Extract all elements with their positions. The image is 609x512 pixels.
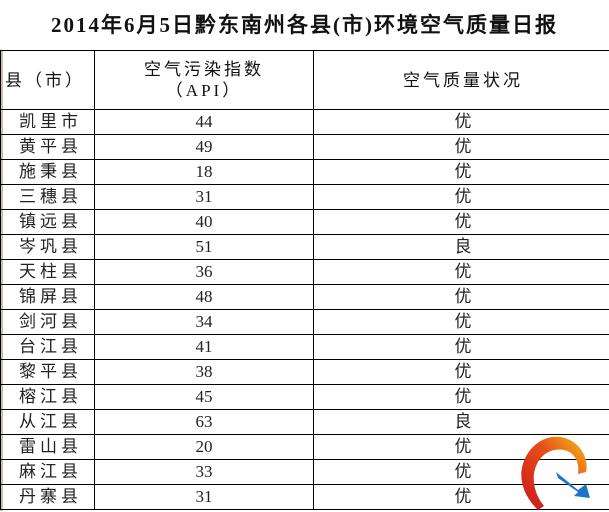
quality-cell: 优 <box>314 285 609 310</box>
quality-cell: 良 <box>314 410 609 435</box>
quality-cell: 优 <box>314 310 609 335</box>
header-quality: 空气质量状况 <box>314 51 609 110</box>
county-cell: 镇远县 <box>1 210 95 235</box>
quality-cell: 优 <box>314 335 609 360</box>
county-cell: 榕江县 <box>1 385 95 410</box>
quality-cell: 良 <box>314 235 609 260</box>
api-cell: 31 <box>95 185 314 210</box>
api-cell: 34 <box>95 310 314 335</box>
quality-cell: 优 <box>314 110 609 135</box>
quality-cell: 优 <box>314 360 609 385</box>
county-cell: 锦屏县 <box>1 285 95 310</box>
quality-cell: 优 <box>314 160 609 185</box>
table-header-row: 县（市） 空气污染指数 （API） 空气质量状况 <box>1 51 609 110</box>
report-title: 2014年6月5日黔东南州各县(市)环境空气质量日报 <box>0 0 609 51</box>
quality-cell: 优 <box>314 385 609 410</box>
quality-cell: 优 <box>314 185 609 210</box>
county-cell: 岑巩县 <box>1 235 95 260</box>
county-cell: 从江县 <box>1 410 95 435</box>
header-api: 空气污染指数 （API） <box>95 51 314 110</box>
county-cell: 台江县 <box>1 335 95 360</box>
county-cell: 黄平县 <box>1 135 95 160</box>
county-cell: 凯里市 <box>1 110 95 135</box>
quality-cell: 优 <box>314 260 609 285</box>
api-cell: 48 <box>95 285 314 310</box>
api-cell: 44 <box>95 110 314 135</box>
county-cell: 剑河县 <box>1 310 95 335</box>
header-api-line1: 空气污染指数 <box>95 59 313 80</box>
county-cell: 施秉县 <box>1 160 95 185</box>
county-cell: 黎平县 <box>1 360 95 385</box>
api-cell: 40 <box>95 210 314 235</box>
quality-cell: 优 <box>314 135 609 160</box>
api-cell: 38 <box>95 360 314 385</box>
api-cell: 18 <box>95 160 314 185</box>
api-cell: 63 <box>95 410 314 435</box>
county-cell: 麻江县 <box>1 460 95 485</box>
quality-cell: 优 <box>314 210 609 235</box>
county-cell: 三穗县 <box>1 185 95 210</box>
api-cell: 20 <box>95 435 314 460</box>
api-cell: 45 <box>95 385 314 410</box>
api-cell: 31 <box>95 485 314 510</box>
county-cell: 雷山县 <box>1 435 95 460</box>
header-county: 县（市） <box>1 51 95 110</box>
county-cell: 丹寨县 <box>1 485 95 510</box>
api-cell: 36 <box>95 260 314 285</box>
county-cell: 天柱县 <box>1 260 95 285</box>
api-cell: 49 <box>95 135 314 160</box>
header-api-line2: （API） <box>95 80 313 101</box>
api-cell: 33 <box>95 460 314 485</box>
api-cell: 41 <box>95 335 314 360</box>
api-cell: 51 <box>95 235 314 260</box>
swirl-arrow-logo-icon <box>512 432 602 512</box>
